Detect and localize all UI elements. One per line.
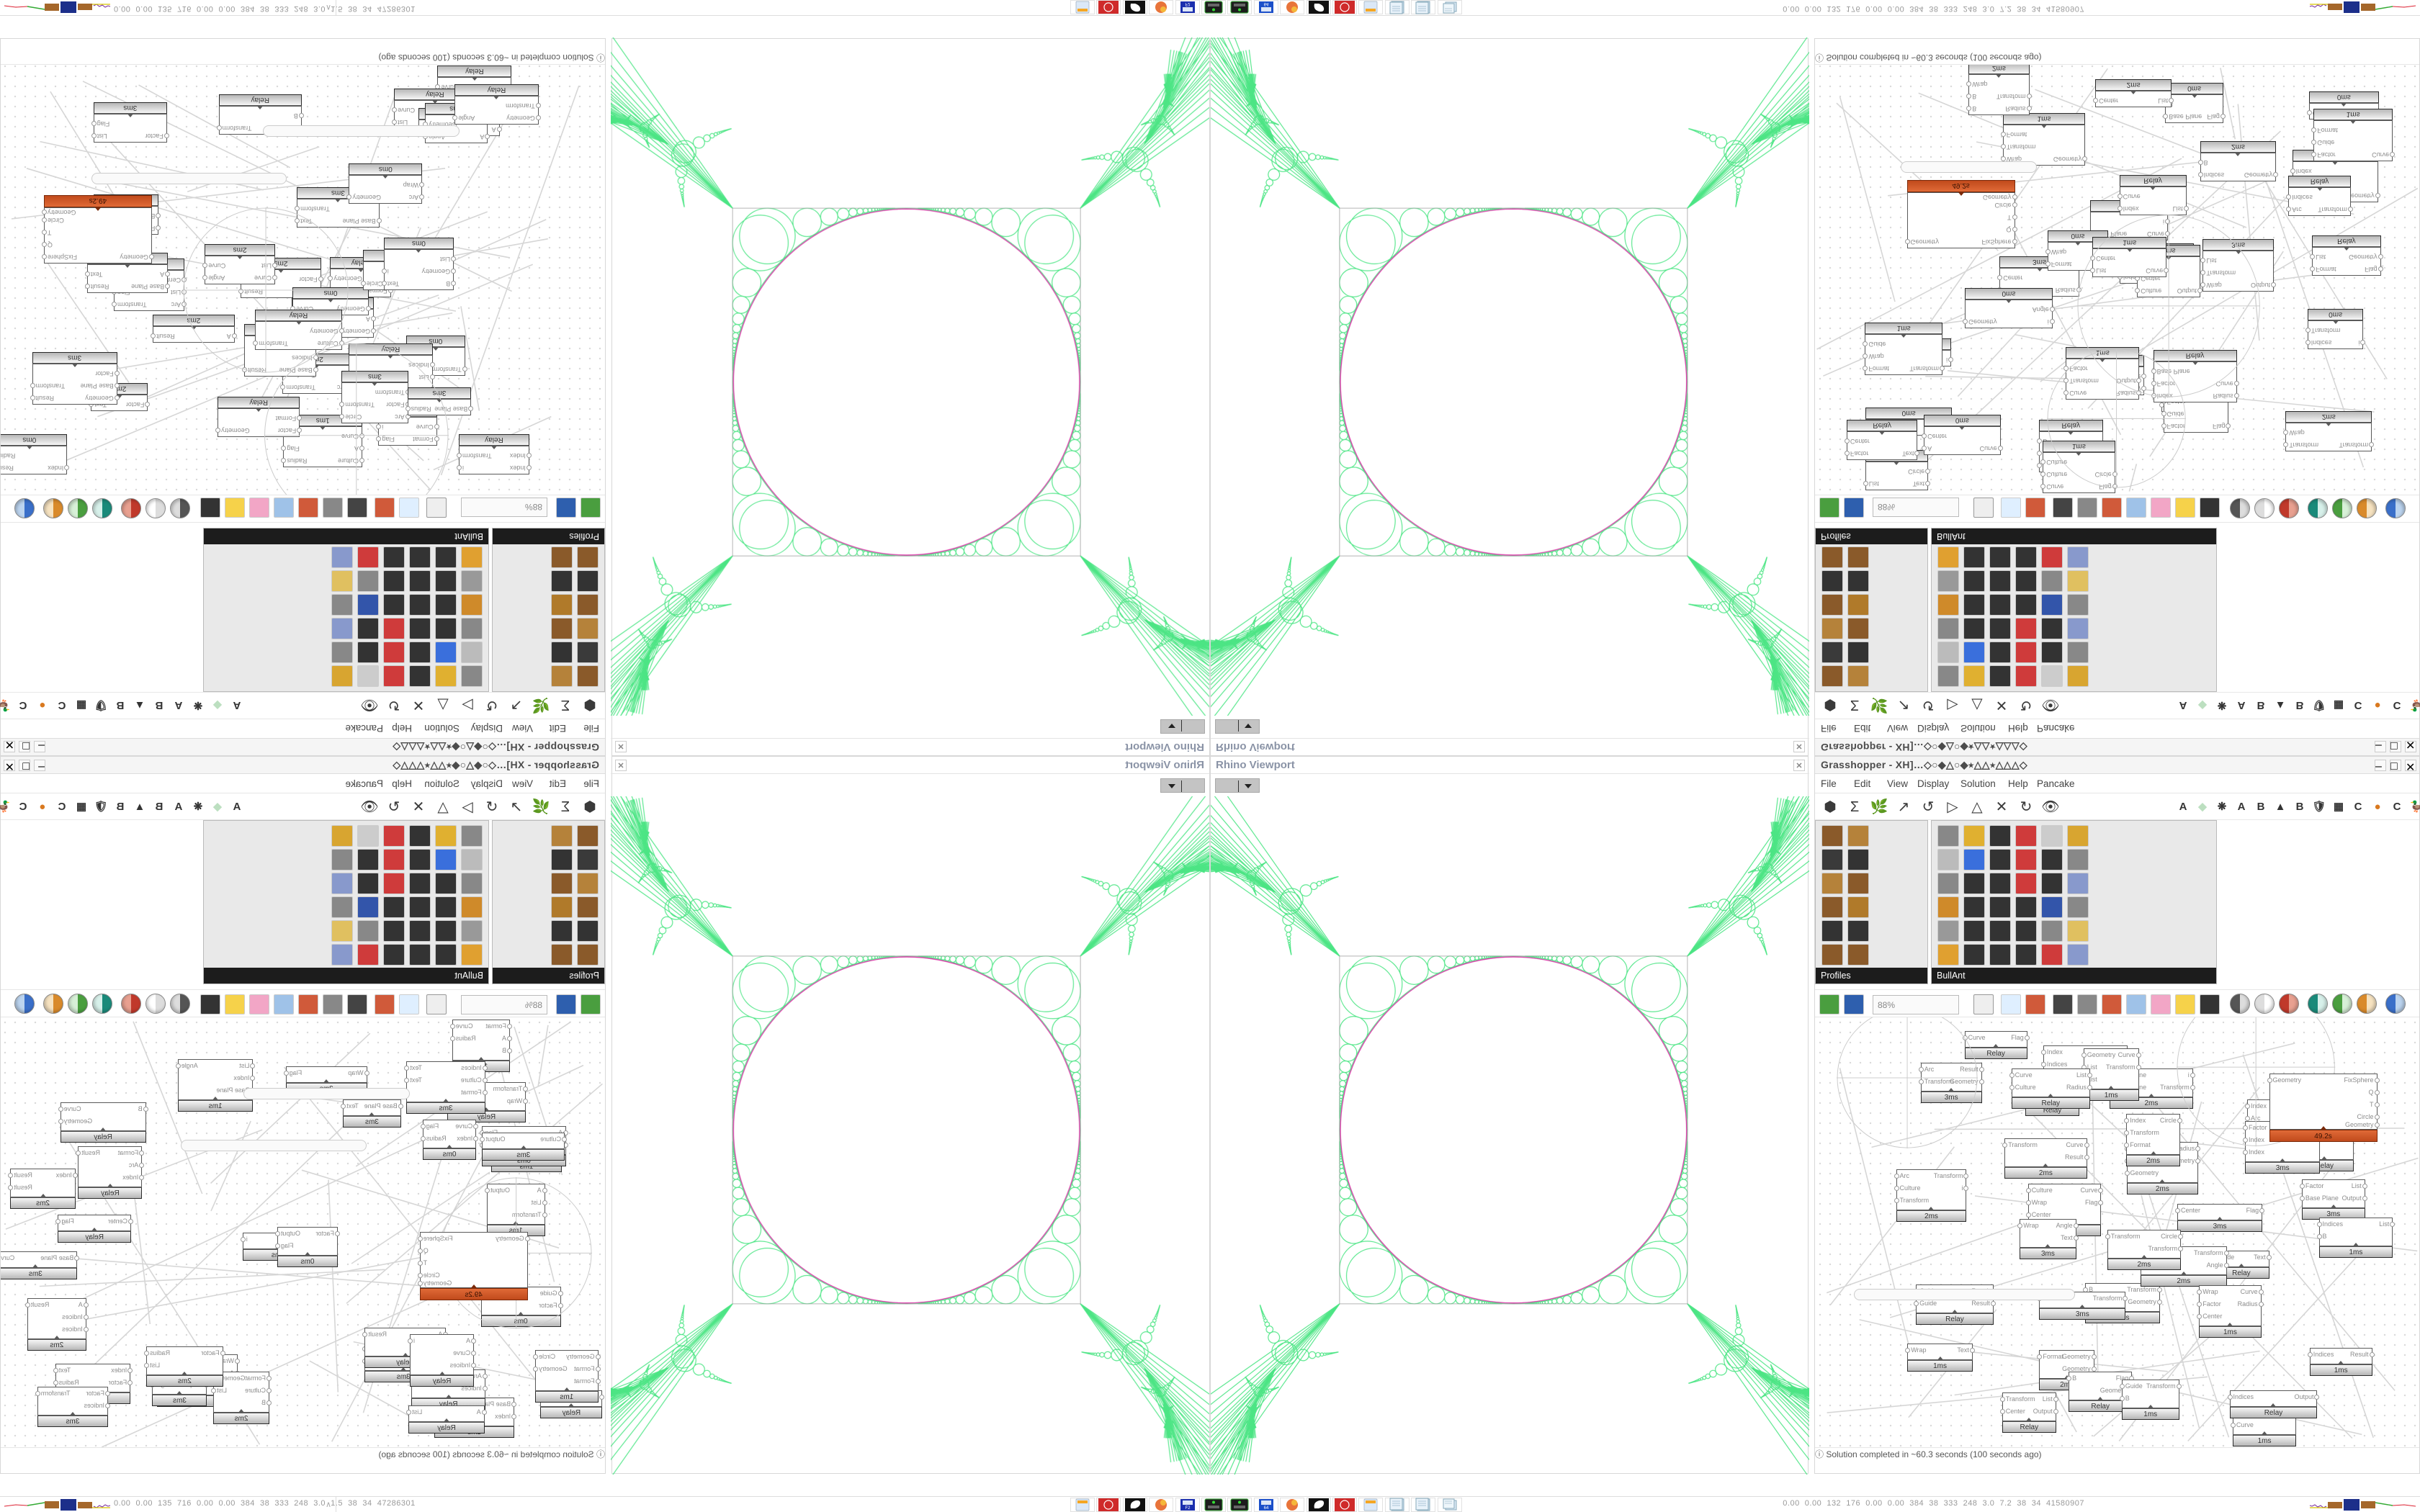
svg-text:F2: F2: [1185, 1506, 1191, 1511]
svg-text:64: 64: [1263, 1, 1268, 6]
svg-text:64: 64: [1263, 1506, 1268, 1511]
svg-text:F2: F2: [1185, 1, 1191, 6]
